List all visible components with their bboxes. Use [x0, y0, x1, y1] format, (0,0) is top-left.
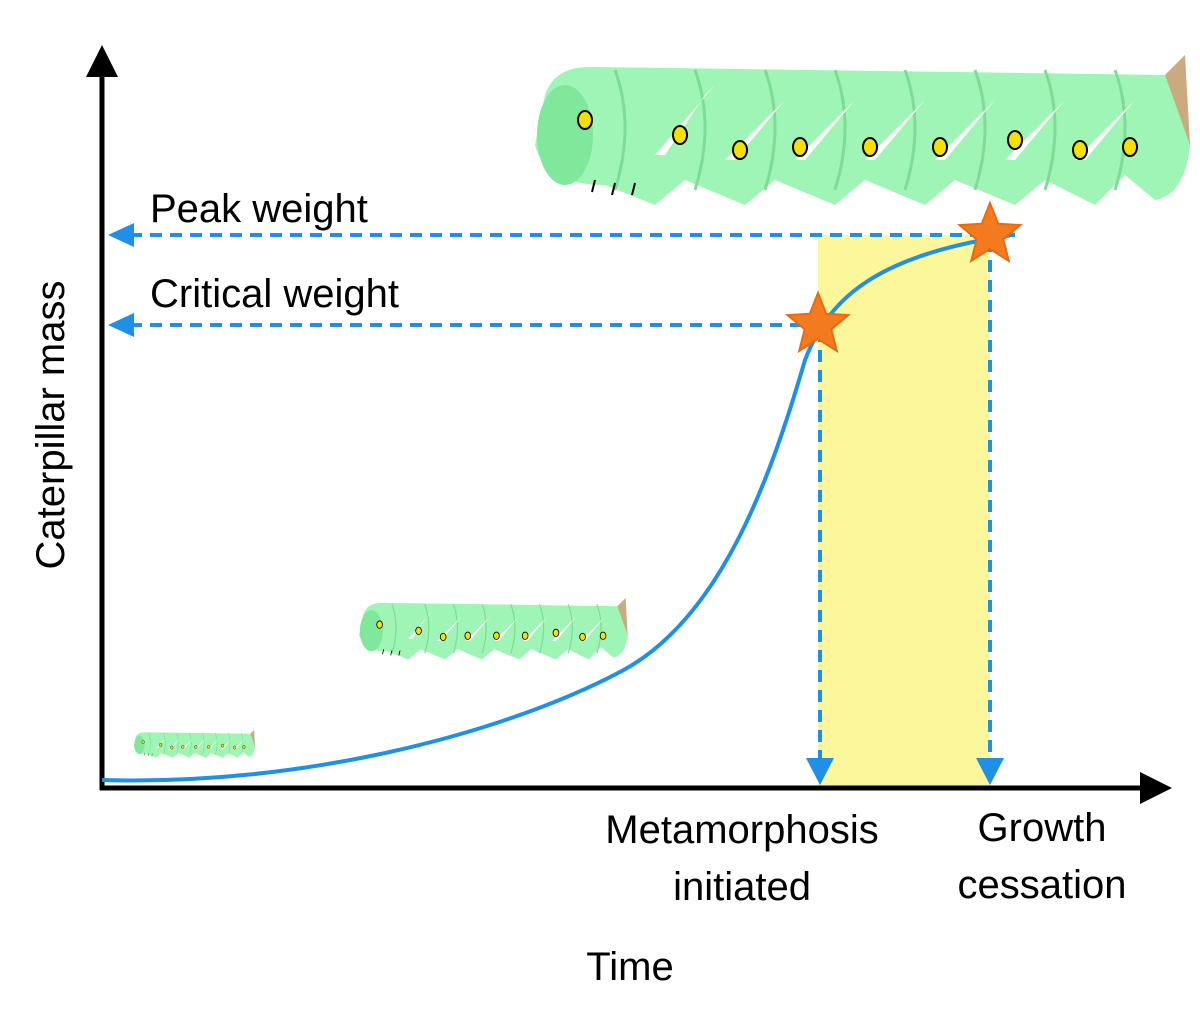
highlight-region [818, 235, 990, 788]
y-axis-label: Caterpillar mass [29, 281, 73, 570]
caterpillar-medium [358, 597, 629, 661]
growth-curve [101, 233, 1013, 783]
peak-arrow [108, 223, 134, 247]
x-axis-arrow [1140, 772, 1172, 804]
critical-arrow [108, 313, 134, 337]
caterpillar-small [133, 729, 256, 759]
event-label: cessation [958, 863, 1127, 907]
event-label: Metamorphosis [605, 808, 878, 852]
y-axis-arrow [86, 45, 118, 77]
caterpillar-large [533, 53, 1192, 207]
cessation-arrow [976, 758, 1004, 785]
level-label: Peak weight [150, 187, 368, 231]
metamorphosis-arrow [806, 758, 834, 785]
event-label: Growth [978, 806, 1107, 850]
event-label: initiated [673, 865, 811, 909]
level-label: Critical weight [150, 272, 399, 316]
x-axis-label: Time [586, 945, 673, 989]
